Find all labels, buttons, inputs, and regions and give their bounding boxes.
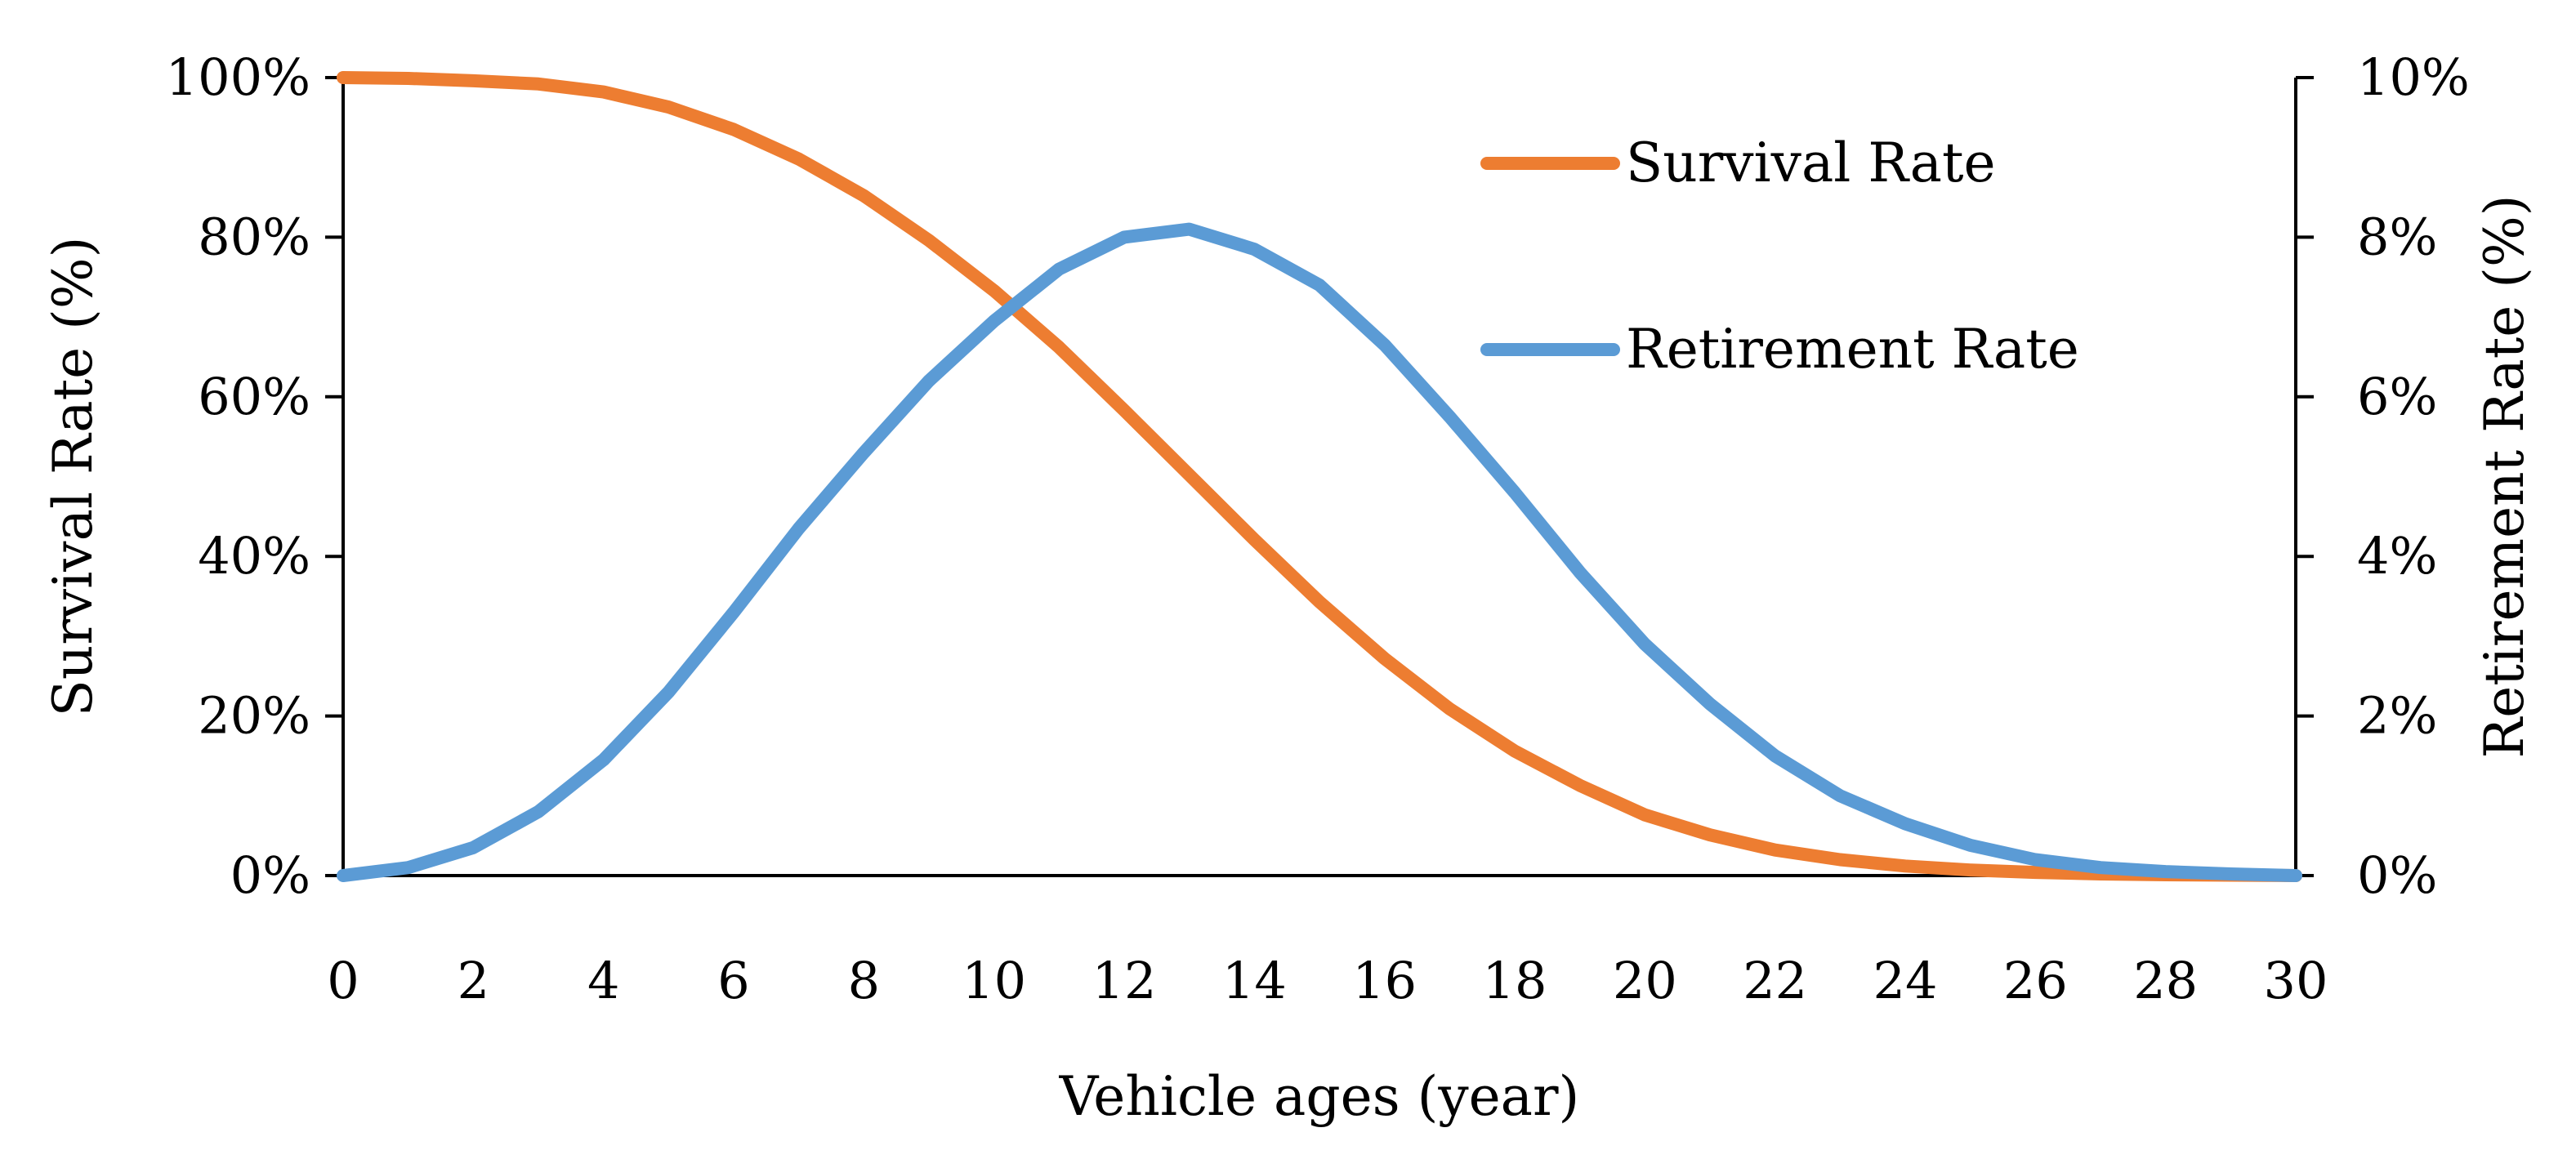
axes [325,76,2314,877]
legend-label-1: Survival Rate [1626,132,1996,194]
y-tick-label: 40% [198,526,310,586]
x-tick-label: 20 [1613,951,1677,1010]
x-tick-label: 22 [1743,951,1807,1010]
y2-tick-label: 4% [2357,526,2437,586]
y-tick-label: 0% [230,845,310,905]
x-axis-title: Vehicle ages (year) [1059,1065,1580,1128]
x-tick-label: 26 [2003,951,2068,1010]
series-line-2 [337,222,2302,882]
x-tick-label: 28 [2133,951,2198,1010]
y2-tick-label: 6% [2357,367,2437,426]
x-tick-label: 4 [587,951,619,1010]
legend-label-2: Retirement Rate [1626,318,2079,381]
y-tick-label: 20% [198,686,310,746]
x-tick-label: 6 [717,951,749,1010]
series-line-1 [337,71,2302,882]
y-tick-label: 100% [166,47,310,107]
x-tick-label: 24 [1873,951,1938,1010]
y-tick-label: 80% [198,207,310,266]
x-tick-label: 14 [1222,951,1287,1010]
series-lines [337,71,2302,882]
x-tick-label: 10 [962,951,1026,1010]
x-tick-label: 12 [1092,951,1157,1010]
y2-tick-label: 8% [2357,207,2437,266]
y2-tick-label: 10% [2357,47,2470,107]
x-tick-label: 18 [1483,951,1547,1010]
y-axis-title: Survival Rate (%) [42,237,105,717]
x-tick-label: 30 [2264,951,2328,1010]
legend: Survival Rate Retirement Rate [1480,132,2079,381]
y2-axis-title: Retirement Rate (%) [2473,195,2536,759]
y-tick-label: 60% [198,367,310,426]
y2-tick-label: 2% [2357,686,2437,746]
y2-tick-label: 0% [2357,845,2437,905]
x-tick-label: 16 [1352,951,1417,1010]
tick-labels: 0%20%40%60%80%100%0%2%4%6%8%10%0 2 4 6 8 10 12… [166,47,2470,1010]
x-tick-label: 0 [327,951,359,1010]
x-tick-label: 8 [848,951,880,1010]
x-tick-label: 2 [458,951,489,1010]
